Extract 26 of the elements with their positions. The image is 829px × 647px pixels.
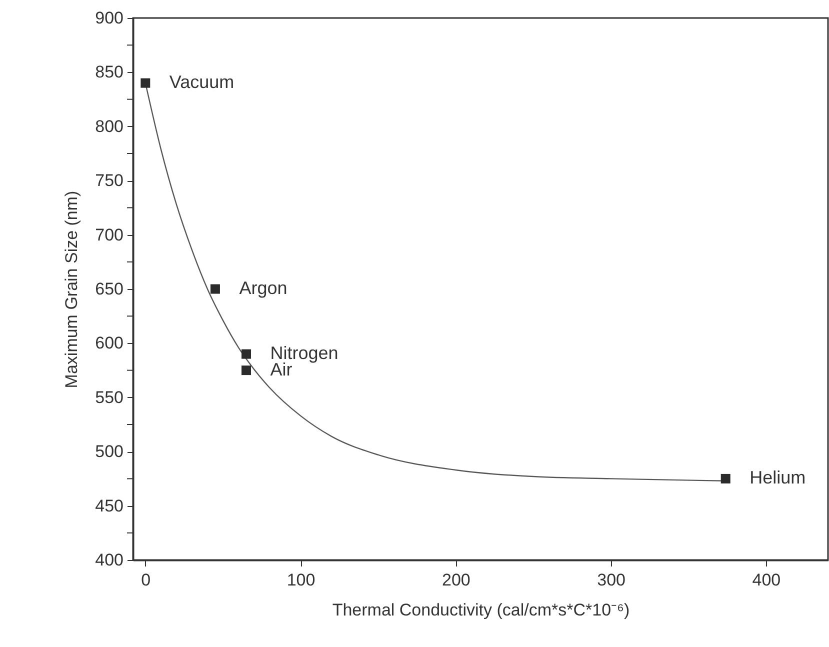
y-tick-label: 600	[95, 334, 124, 353]
x-axis-title: Thermal Conductivity (cal/cm*s*C*10⁻⁶)	[332, 600, 630, 620]
point	[140, 78, 150, 88]
y-tick-label: 750	[95, 171, 124, 190]
annotation: Argon	[239, 278, 288, 298]
x-tick-label: 0	[141, 570, 151, 590]
y-tick-label: 550	[95, 388, 124, 407]
y-tick-label: 800	[95, 116, 124, 136]
x-tick-label: 400	[752, 570, 781, 590]
y-tick-label: 400	[95, 550, 124, 570]
y-tick-label: 700	[95, 225, 124, 244]
x-tick-label: 100	[286, 570, 316, 590]
point	[210, 284, 220, 294]
y-axis-title: Maximum Grain Size (nm)	[62, 190, 82, 388]
y-tick-label: 500	[95, 442, 124, 462]
y-tick-label: 650	[95, 280, 124, 298]
x-tick-label: 300	[597, 570, 626, 590]
point	[242, 349, 251, 359]
point	[242, 366, 251, 376]
annotation: Helium	[750, 468, 806, 488]
x-tick-label: 200	[442, 570, 470, 590]
y-tick-label: 450	[95, 496, 124, 516]
y-tick-label: 900	[95, 8, 124, 28]
annotation: Vacuum	[169, 72, 234, 92]
y-tick-label: 850	[95, 62, 124, 82]
point	[720, 474, 730, 484]
